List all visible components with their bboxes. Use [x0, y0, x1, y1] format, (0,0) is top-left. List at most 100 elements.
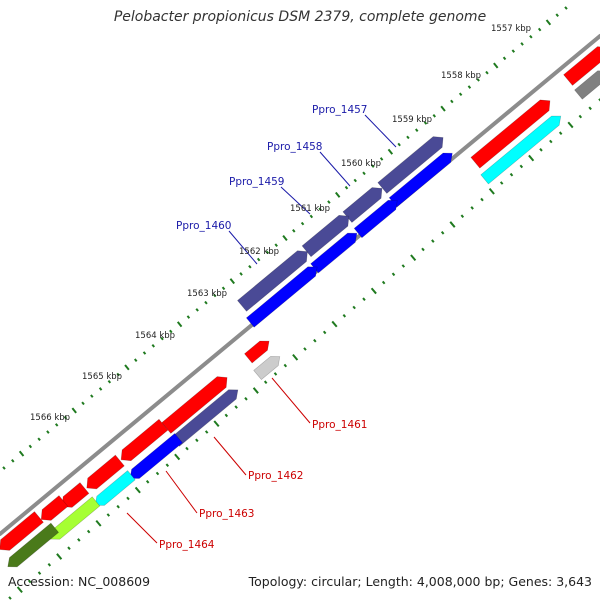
- cds-gray-ur: [574, 70, 600, 100]
- minor-tick: [195, 438, 199, 443]
- minor-tick: [529, 34, 533, 39]
- minor-tick: [273, 372, 278, 376]
- minor-tick: [234, 405, 238, 409]
- minor-tick: [37, 437, 41, 442]
- kbp-label: 1563 kbp: [187, 289, 227, 299]
- minor-tick: [318, 207, 322, 212]
- major-tick: [282, 235, 288, 241]
- minor-tick: [37, 571, 42, 575]
- minor-tick: [77, 538, 81, 542]
- minor-tick: [480, 197, 484, 202]
- minor-tick: [155, 471, 160, 476]
- minor-tick: [274, 243, 278, 247]
- leader-line: [213, 436, 247, 476]
- minor-tick: [406, 135, 410, 140]
- kbp-label: 1566 kbp: [30, 413, 70, 423]
- map-title: Pelobacter propionicus DSM 2379, complet…: [113, 9, 487, 25]
- minor-tick: [391, 272, 396, 277]
- minor-tick: [213, 293, 217, 298]
- minor-tick: [2, 466, 6, 470]
- cds-blue-2: [353, 199, 398, 239]
- kbp-label: 1557 kbp: [491, 24, 531, 34]
- cds-ppro-1461-protein: [253, 356, 281, 381]
- major-tick: [567, 121, 574, 129]
- cds-red-ll-2: [120, 418, 169, 462]
- minor-tick: [397, 142, 401, 147]
- major-tick: [252, 387, 259, 394]
- kbp-label: 1561 kbp: [290, 204, 330, 214]
- major-tick: [56, 553, 63, 560]
- leader-line: [280, 186, 311, 215]
- cds-red-ur-1: [470, 99, 551, 169]
- minor-tick: [90, 394, 94, 398]
- cds-red-ll-1: [161, 376, 228, 434]
- minor-tick: [344, 185, 349, 190]
- minor-tick: [502, 56, 507, 61]
- minor-tick: [116, 504, 120, 509]
- minor-tick: [81, 401, 85, 406]
- minor-tick: [151, 344, 156, 348]
- kbp-label: 1560 kbp: [341, 159, 381, 169]
- minor-tick: [327, 200, 331, 204]
- major-tick: [213, 420, 220, 428]
- minor-tick: [588, 106, 592, 111]
- minor-tick: [256, 257, 261, 262]
- minor-tick: [362, 297, 366, 301]
- minor-tick: [126, 496, 130, 501]
- major-tick: [331, 320, 338, 328]
- minor-tick: [322, 330, 327, 335]
- accession-text: Accession: NC_008609: [8, 574, 151, 589]
- minor-tick: [539, 148, 543, 152]
- minor-tick: [476, 78, 480, 82]
- minor-tick: [195, 308, 199, 312]
- leader-line: [271, 377, 311, 424]
- minor-tick: [221, 286, 226, 291]
- minor-tick: [353, 178, 357, 183]
- minor-tick: [470, 206, 474, 210]
- minor-tick: [169, 329, 173, 334]
- minor-tick: [106, 513, 111, 517]
- cds-red-ll-6: [0, 511, 44, 551]
- minor-tick: [309, 214, 314, 219]
- major-tick: [387, 148, 394, 155]
- minor-tick: [549, 139, 553, 144]
- minor-tick: [519, 164, 524, 169]
- inner-tick-ring: [8, 98, 600, 600]
- minor-tick: [423, 121, 428, 125]
- gene-label-lower: Ppro_1462: [248, 470, 303, 482]
- minor-tick: [450, 99, 454, 104]
- minor-tick: [86, 529, 91, 534]
- minor-tick: [47, 563, 52, 567]
- minor-tick: [421, 247, 425, 252]
- kbp-label: 1559 kbp: [392, 115, 432, 125]
- minor-tick: [555, 13, 559, 17]
- minor-tick: [485, 70, 489, 75]
- minor-tick: [292, 229, 296, 233]
- minor-tick: [224, 413, 229, 418]
- minor-tick: [578, 114, 583, 119]
- minor-tick: [460, 214, 465, 218]
- minor-tick: [46, 430, 50, 434]
- minor-tick: [401, 264, 406, 268]
- kbp-label-group: 1557 kbp 1558 kbp 1559 kbp 1560 kbp 1561 kbp…: [30, 24, 531, 423]
- gene-label-upper: Ppro_1457: [312, 104, 367, 116]
- minor-tick: [431, 239, 435, 243]
- major-tick: [18, 450, 25, 457]
- minor-tick: [248, 264, 252, 269]
- cds-red-ll-4: [61, 482, 90, 508]
- minor-tick: [342, 314, 347, 318]
- minor-tick: [352, 305, 356, 310]
- minor-tick: [265, 250, 270, 255]
- cds-olive: [7, 522, 60, 568]
- feature-layer: [0, 46, 600, 568]
- cds-ppro-1460: [237, 250, 308, 312]
- gene-label-upper: Ppro_1459: [229, 176, 284, 188]
- minor-tick: [63, 415, 68, 420]
- minor-tick: [67, 546, 71, 550]
- minor-tick: [54, 423, 59, 427]
- minor-tick: [520, 42, 524, 46]
- minor-tick: [263, 380, 268, 384]
- cds-blue-3: [310, 232, 358, 274]
- minor-tick: [204, 300, 208, 305]
- minor-tick: [145, 480, 150, 484]
